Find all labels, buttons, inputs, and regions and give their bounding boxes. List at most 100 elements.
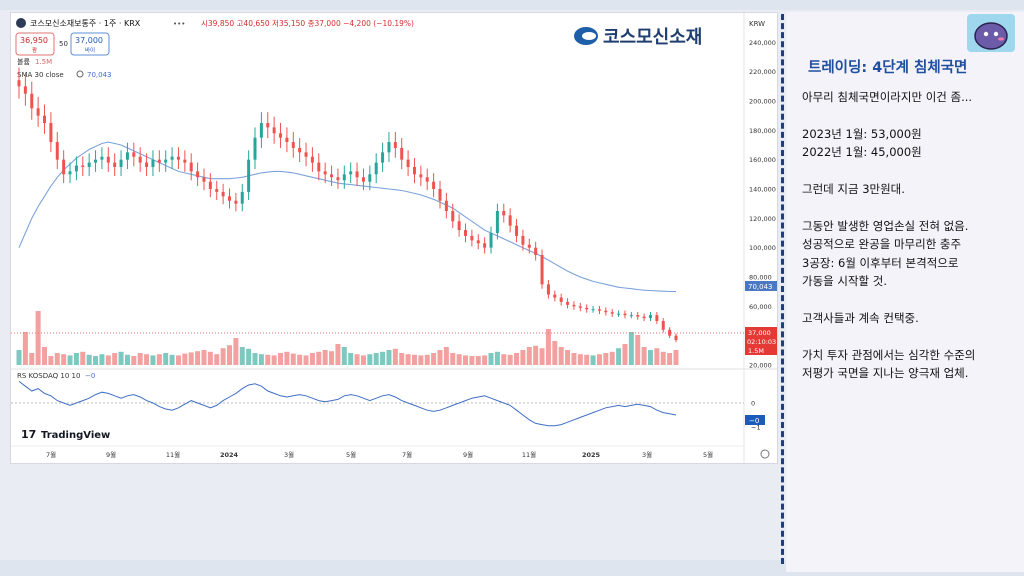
volume-bar <box>150 355 156 365</box>
volume-bar <box>99 354 105 365</box>
volume-bar <box>628 332 634 365</box>
candle-body <box>464 230 468 236</box>
notes-line <box>802 162 1014 180</box>
price-tick-label: 220,000 <box>749 68 776 76</box>
candle-body <box>202 177 206 182</box>
sell-button[interactable] <box>15 32 55 56</box>
candle-body <box>125 152 129 160</box>
notes-line: 2022년 1월: 45,000원 <box>802 145 922 160</box>
notes-line: 아무리 침체국면이라지만 이건 좀... <box>802 90 973 104</box>
sma-settings-icon[interactable] <box>76 70 84 78</box>
time-tick-label: 9월 <box>463 450 473 459</box>
volume-bar <box>67 355 73 365</box>
candle-body <box>196 171 200 178</box>
notes-line: 3공장: 6월 이후부터 본격적으로 <box>802 255 959 270</box>
candle-body <box>176 156 180 160</box>
volume-bar <box>431 353 437 365</box>
rs-value-tag <box>745 415 765 425</box>
notes-title: 트레이딩: 4단계 침체국면 <box>808 60 968 76</box>
volume-bar <box>622 344 628 365</box>
candle-body <box>189 162 193 172</box>
candle-body <box>349 171 353 175</box>
candle-body <box>342 174 346 181</box>
rs-line <box>18 381 677 427</box>
candle-body <box>553 294 557 298</box>
watermark-logo: 코스모신소재 <box>574 27 702 48</box>
volume-tag-text: 1.5M <box>748 347 764 355</box>
currency-label[interactable]: KRW <box>749 20 765 28</box>
volume-bar <box>35 311 41 365</box>
volume-bar <box>182 353 188 365</box>
volume-bar <box>207 351 213 365</box>
rs-legend-label: RS KOSDAQ 10 10 <box>17 372 80 380</box>
candle-body <box>508 215 512 226</box>
volume-bar <box>214 354 220 365</box>
volume-bar <box>380 351 386 365</box>
candle-body <box>49 123 53 143</box>
candle-body <box>164 159 168 163</box>
candle-body <box>617 313 621 315</box>
candle-body <box>285 137 289 143</box>
volume-bar <box>494 351 500 365</box>
price-tick-label: 80,000 <box>749 274 772 282</box>
volume-bar <box>278 353 284 365</box>
candle-body <box>361 177 365 182</box>
notes-line <box>802 290 1014 308</box>
volume-bar <box>316 351 322 365</box>
volume-bar <box>539 348 545 365</box>
volume-bar <box>195 351 201 365</box>
symbol-name[interactable]: 코스모신소재보통주 · 1주 · KRX <box>30 19 141 28</box>
rs-value-tag-text: −0 <box>749 417 759 425</box>
volume-bar <box>220 348 226 365</box>
volume-bar <box>354 354 360 365</box>
candle-body <box>374 162 378 175</box>
chart-panel[interactable]: 코스모신소재보통주 · 1주 · KRX ••• 시39,850 고40,650… <box>10 12 778 464</box>
price-chart[interactable]: 코스모신소재보통주 · 1주 · KRX ••• 시39,850 고40,650… <box>11 13 777 463</box>
tradingview-logo[interactable]: 17 TradingView <box>21 428 110 441</box>
candle-body <box>23 86 27 94</box>
volume-bar <box>156 354 162 365</box>
buy-button[interactable] <box>70 32 110 56</box>
volume-bar <box>86 354 92 365</box>
volume-bar <box>577 354 583 365</box>
candle-body <box>119 159 123 167</box>
volume-bar <box>61 354 67 365</box>
sma-legend-label: SMA 30 close <box>17 71 64 79</box>
candle-body <box>566 301 570 305</box>
volume-bar <box>271 355 277 365</box>
price-tick-label: 240,000 <box>749 39 776 47</box>
candle-body <box>610 312 614 314</box>
volume-bar <box>482 355 488 365</box>
svg-text:17: 17 <box>21 428 36 441</box>
watermark-text: 코스모신소재 <box>603 27 702 48</box>
candle-body <box>546 284 550 295</box>
candle-body <box>68 171 72 175</box>
candle-body <box>317 162 321 172</box>
notes-line: 저평가 국면을 지나는 양극재 업체. <box>802 366 969 381</box>
candle-body <box>642 316 646 319</box>
time-tick-label: 2024 <box>220 451 239 459</box>
candle-body <box>221 191 225 197</box>
time-tick-label: 11월 <box>522 450 536 459</box>
volume-bar <box>341 347 347 365</box>
candle-body <box>636 315 640 317</box>
volume-bar <box>335 344 341 365</box>
volume-bar <box>609 351 615 365</box>
price-ohlc: 시39,850 고40,650 저35,150 종37,000 −4,200 (… <box>201 19 414 28</box>
candle-body <box>648 315 652 319</box>
candle-body <box>406 159 410 167</box>
frame-bottom <box>0 560 1024 576</box>
last-price-tag <box>745 327 777 355</box>
candle-body <box>234 200 238 204</box>
volume-bar <box>163 353 169 365</box>
more-icon[interactable] <box>171 17 183 29</box>
candle-body <box>432 181 436 189</box>
candle-body <box>323 171 327 175</box>
candle-body <box>591 309 595 311</box>
candle-body <box>559 297 563 302</box>
candle-body <box>495 211 499 233</box>
volume-bar <box>137 353 143 365</box>
settings-gear-icon[interactable] <box>760 449 770 459</box>
buy-label: 바이 <box>85 46 95 54</box>
volume-bar <box>501 354 507 365</box>
